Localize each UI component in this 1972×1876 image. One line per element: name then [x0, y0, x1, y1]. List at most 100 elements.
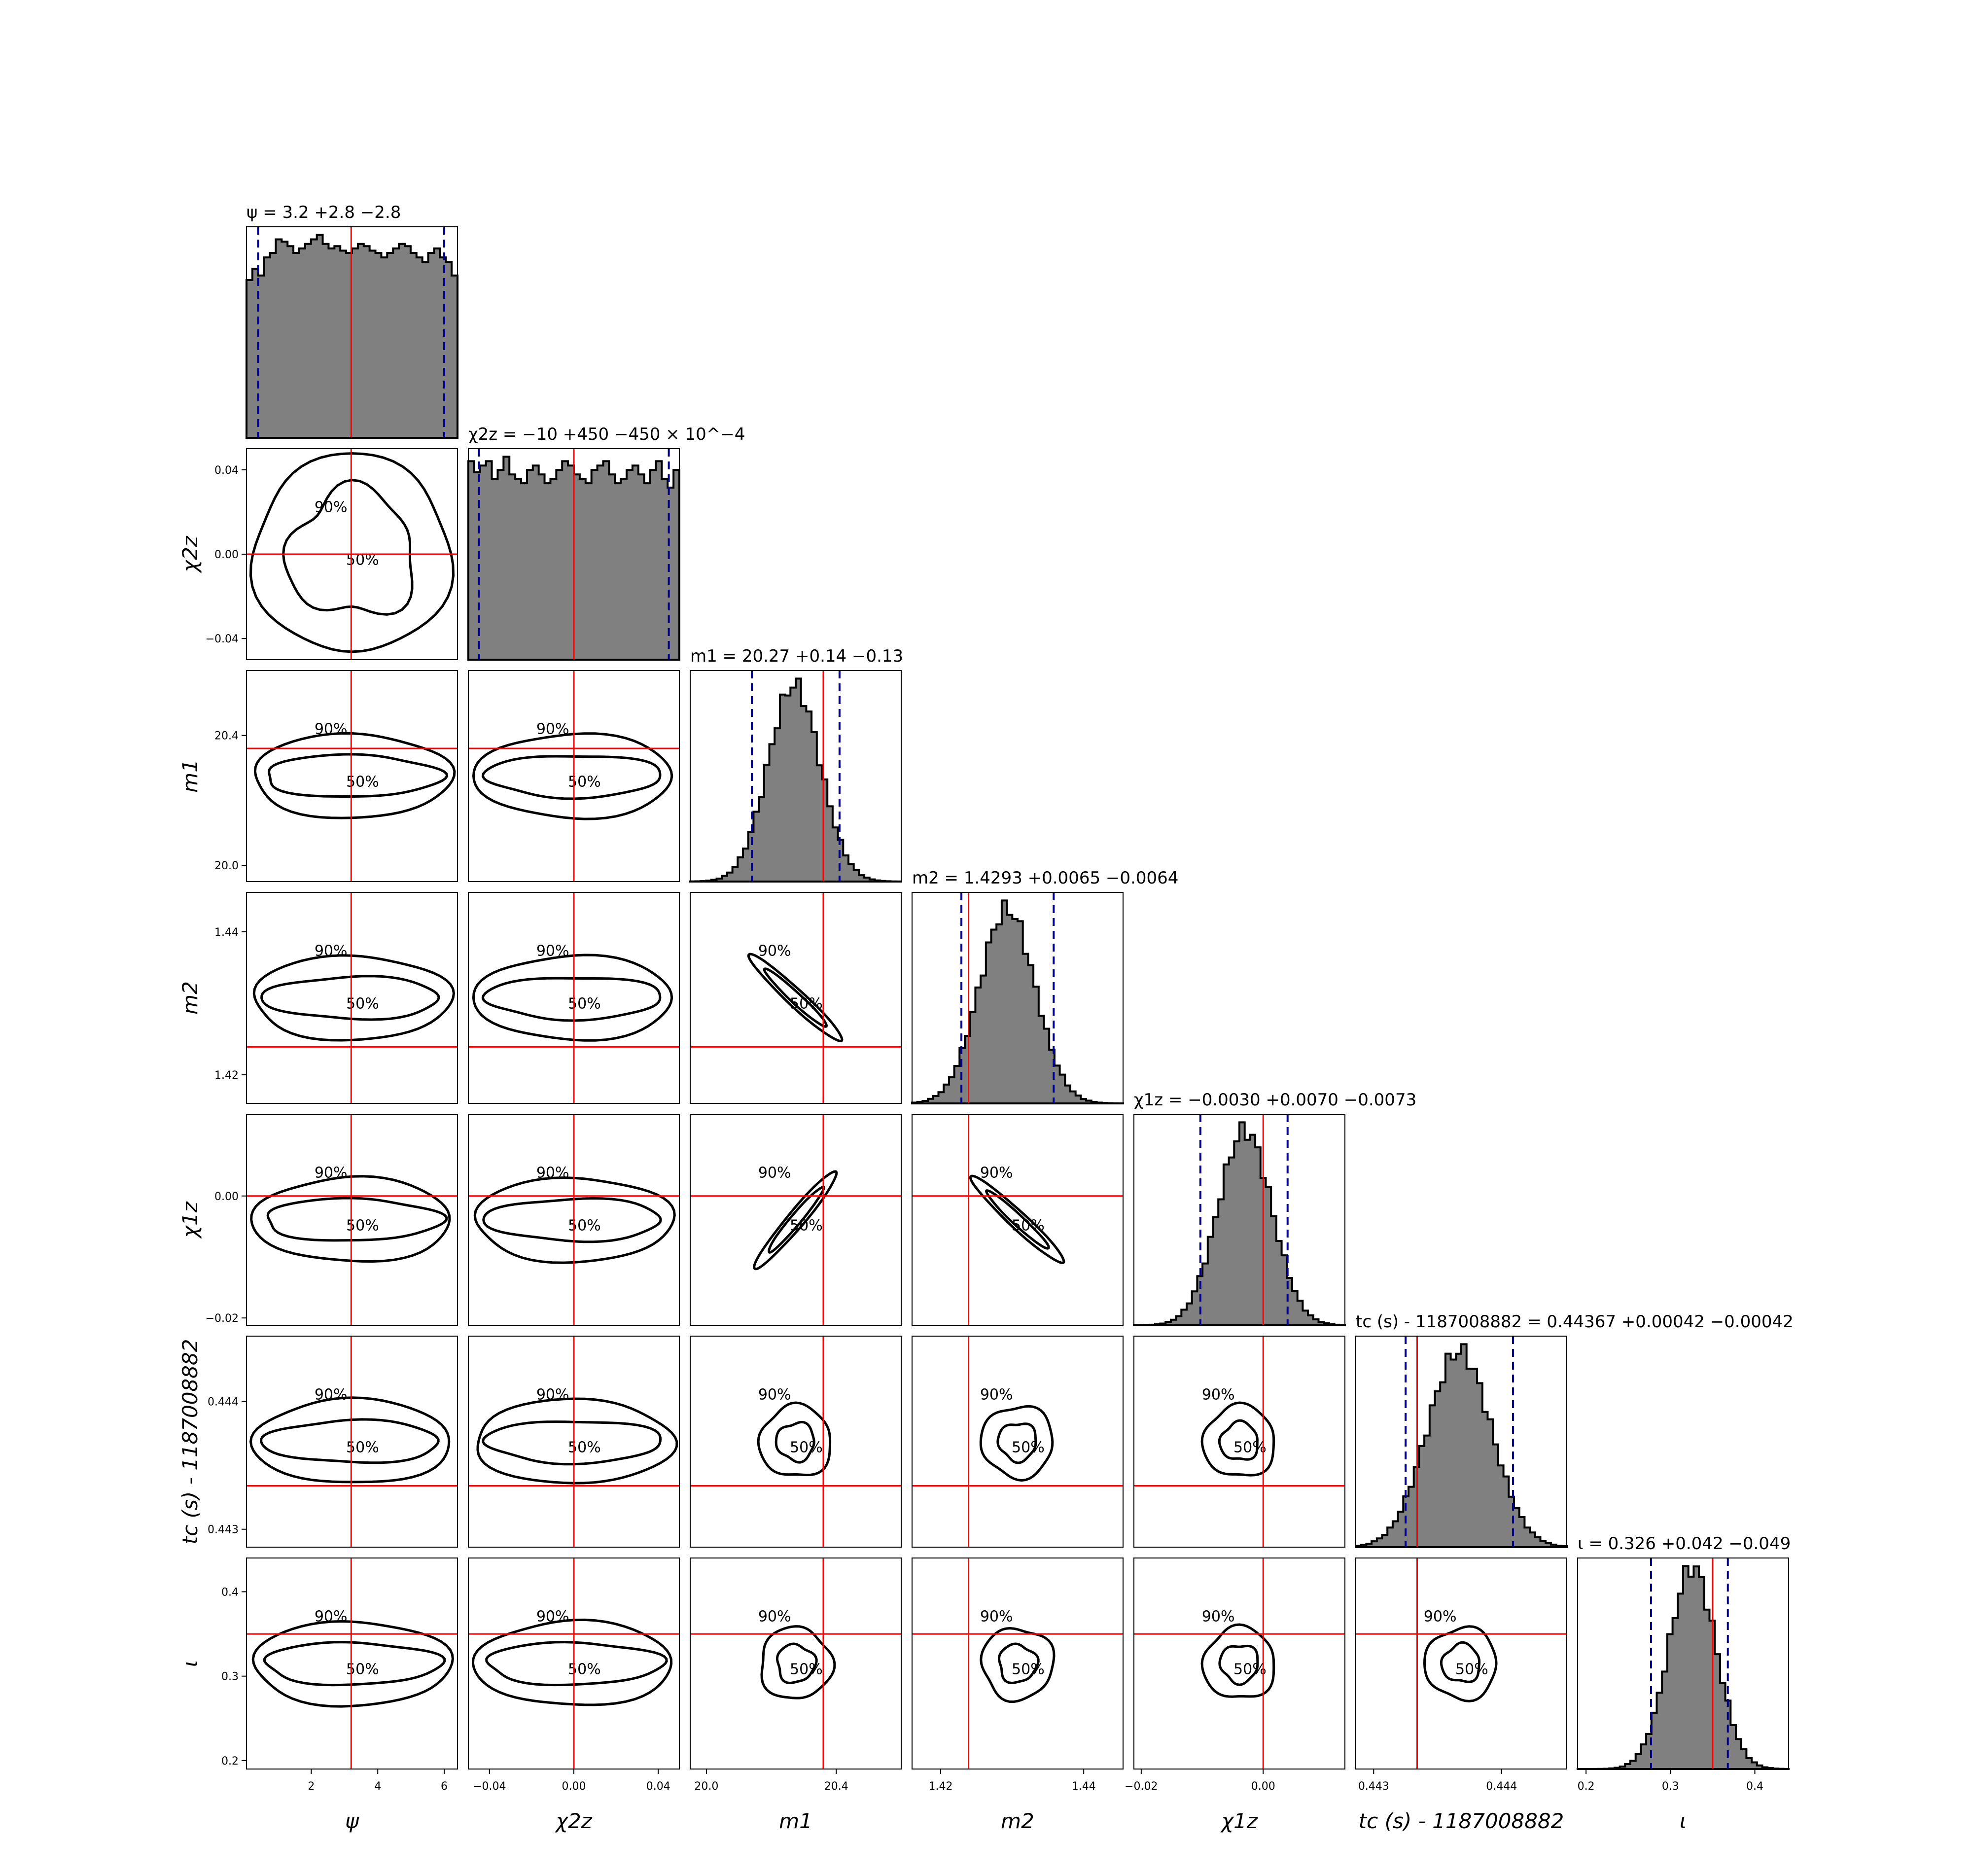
contour-label-50-chi2z-tc: 50% — [568, 1439, 601, 1456]
contour-label-90-m1-m2: 90% — [758, 942, 791, 959]
contour-panel-chi2z-chi1z: 90% 50% — [468, 1114, 680, 1326]
contour-50-m2-tc — [996, 1422, 1037, 1464]
contour-90-psi-m1 — [253, 732, 456, 819]
xtick-label-m1-1: 20.4 — [824, 1780, 848, 1793]
panel-frame-tc — [1355, 1336, 1567, 1548]
contour-50-psi-m2 — [260, 975, 440, 1021]
contour-50-m2-iota — [998, 1642, 1040, 1684]
contour-panel-chi2z-m2: 90% 50% — [468, 892, 680, 1104]
contour-90-chi2z-m1 — [472, 732, 673, 820]
contour-90-chi2z-chi1z — [473, 1176, 676, 1264]
panel-frame-psi-m2 — [246, 892, 458, 1104]
y-axis-label-tc: tc (s) - 1187008882 — [178, 1339, 202, 1545]
panel-frame-m1 — [690, 670, 902, 882]
contour-50-chi2z-m1 — [481, 755, 662, 800]
contour-50-psi-chi2z — [282, 479, 414, 616]
contour-panel-psi-iota: 90%50% — [246, 1557, 458, 1770]
contour-label-50-chi2z-m1: 50% — [568, 773, 601, 790]
y-axis-label-m1: m1 — [178, 759, 202, 793]
xtick-label-m1-0: 20.0 — [694, 1780, 718, 1793]
contour-label-50-chi2z-chi1z: 50% — [568, 1217, 601, 1234]
contour-label-90-tc-iota: 90% — [1424, 1608, 1457, 1625]
contour-panel-m2-chi1z: 90% 50% — [912, 1114, 1124, 1326]
xtick-label-chi2z-2: 0.04 — [646, 1780, 670, 1793]
contour-label-90-chi2z-m2: 90% — [536, 942, 569, 959]
x-axis-label-chi2z: χ2z — [555, 1809, 593, 1833]
panel-frame-psi-m1 — [246, 670, 458, 882]
contour-label-90-psi-m2: 90% — [315, 942, 348, 959]
panel-frame-chi1z-iota — [1133, 1557, 1345, 1770]
panel-frame-chi2z — [468, 448, 680, 660]
contour-90-m2-tc — [979, 1405, 1054, 1482]
contour-label-50-m1-m2: 50% — [790, 995, 823, 1012]
contour-50-m1-iota — [775, 1642, 818, 1685]
contour-90-psi-m2 — [252, 954, 456, 1042]
contour-label-50-m1-tc: 50% — [790, 1439, 823, 1456]
contour-50-chi2z-chi1z — [482, 1197, 662, 1243]
param-title-chi1z: χ1z = −0.0030 +0.0070 −0.0073 — [1134, 1090, 1416, 1110]
ytick-label-tc-1: 0.444 — [208, 1396, 239, 1408]
x-axis-label-m2: m2 — [1001, 1809, 1034, 1833]
contour-label-90-psi-m1: 90% — [315, 720, 348, 738]
xtick-label-tc-1: 0.444 — [1486, 1780, 1517, 1793]
contour-label-90-m1-chi1z: 90% — [758, 1164, 791, 1181]
contour-label-90-chi1z-tc: 90% — [1202, 1386, 1235, 1403]
contour-label-90-psi-iota: 90% — [315, 1608, 348, 1625]
y-axis-label-m2: m2 — [178, 981, 202, 1015]
xtick-label-chi1z-1: 0.00 — [1251, 1780, 1275, 1793]
contour-50-chi1z-tc — [1218, 1419, 1259, 1461]
param-title-chi2z: χ2z = −10 +450 −450 × 10^−4 — [468, 425, 745, 444]
param-title-tc: tc (s) - 1187008882 = 0.44367 +0.00042 −… — [1356, 1312, 1794, 1332]
contour-label-90-chi2z-tc: 90% — [536, 1386, 569, 1403]
ytick-label-chi1z-1: 0.00 — [214, 1191, 239, 1203]
contour-label-90-psi-chi2z: 90% — [315, 498, 348, 516]
contour-90-psi-tc — [249, 1396, 451, 1484]
contour-label-90-psi-tc: 90% — [315, 1386, 348, 1403]
contour-90-m1-tc — [757, 1401, 832, 1477]
contour-90-tc-iota — [1423, 1625, 1498, 1702]
panel-frame-m2-iota — [912, 1557, 1124, 1770]
x-axis-label-iota: ι — [1680, 1809, 1687, 1833]
contour-label-50-m2-iota: 50% — [1012, 1661, 1045, 1678]
panel-frame-chi2z-tc — [468, 1336, 680, 1548]
histogram-m2 — [911, 899, 1124, 1104]
contour-90-m1-m2 — [747, 953, 844, 1043]
contour-label-90-chi2z-chi1z: 90% — [536, 1164, 569, 1181]
param-title-iota: ι = 0.326 +0.042 −0.049 — [1578, 1534, 1791, 1554]
contour-panel-m1-iota: 90% 50% — [690, 1557, 902, 1770]
param-title-m1: m1 = 20.27 +0.14 −0.13 — [690, 646, 903, 666]
y-axis-label-chi2z: χ2z — [178, 535, 202, 573]
contour-50-tc-iota — [1440, 1641, 1481, 1683]
contour-label-50-tc-iota: 50% — [1455, 1661, 1488, 1678]
ytick-label-chi2z-0: −0.04 — [206, 633, 239, 645]
contour-label-50-chi2z-m2: 50% — [568, 995, 601, 1012]
contour-label-90-chi2z-iota: 90% — [536, 1608, 569, 1625]
x-axis-label-tc: tc (s) - 1187008882 — [1359, 1809, 1564, 1833]
panel-frame-chi2z-chi1z — [468, 1114, 680, 1326]
ytick-label-m1-1: 20.4 — [214, 730, 239, 743]
contour-50-m1-tc — [775, 1420, 815, 1464]
xtick-label-iota-0: 0.2 — [1578, 1780, 1595, 1793]
panel-frame-psi-iota — [246, 1557, 458, 1770]
contour-label-90-m2-iota: 90% — [980, 1608, 1013, 1625]
contour-50-psi-iota — [263, 1641, 446, 1687]
panel-frame-m1-m2 — [690, 892, 902, 1104]
contour-50-psi-tc — [260, 1418, 440, 1464]
panel-frame-iota — [1577, 1557, 1789, 1770]
ytick-label-chi2z-1: 0.00 — [214, 549, 239, 561]
contour-panel-chi2z-iota: 90% 50% — [468, 1557, 680, 1770]
ytick-label-iota-1: 0.3 — [221, 1671, 239, 1683]
contour-panel-chi1z-tc: 90% 50% — [1133, 1336, 1345, 1548]
x-axis-label-m1: m1 — [779, 1809, 812, 1833]
contour-50-chi1z-iota — [1218, 1644, 1259, 1686]
panel-frame-m1-chi1z — [690, 1114, 902, 1326]
panel-frame-psi — [246, 226, 458, 438]
contour-label-50-m2-tc: 50% — [1012, 1439, 1045, 1456]
contour-label-50-chi2z-iota: 50% — [568, 1661, 601, 1678]
contour-panel-chi2z-m1: 90% 50% — [468, 670, 680, 882]
y-axis-label-iota: ι — [178, 1660, 202, 1667]
contour-50-psi-chi1z — [266, 1197, 448, 1242]
panel-frame-chi1z-tc — [1133, 1336, 1345, 1548]
contour-label-90-m2-tc: 90% — [980, 1386, 1013, 1403]
